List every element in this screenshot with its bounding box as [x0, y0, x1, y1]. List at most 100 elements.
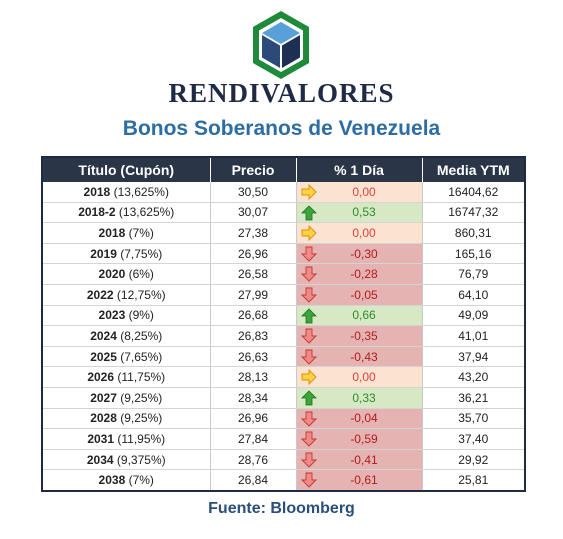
arrow-down-icon — [300, 411, 317, 427]
change-value: -0,43 — [350, 349, 378, 364]
bond-title-cell: 2018 (7%) — [42, 222, 210, 244]
price-cell: 28,76 — [209, 449, 296, 471]
bond-title-cell: 2022 (12,75%) — [42, 284, 210, 306]
page-subtitle: Bonos Soberanos de Venezuela — [122, 117, 441, 140]
change-cell: 0,00 — [295, 366, 422, 388]
bond-title-cell: 2019 (7,75%) — [42, 243, 210, 265]
table-row: 2038 (7%) 26,84 -0,61 25,81 — [42, 469, 525, 492]
bond-coupon: (12,75%) — [116, 287, 166, 302]
change-cell: 0,00 — [295, 182, 422, 203]
bonds-table: Título (Cupón) Precio % 1 Día Media YTM … — [41, 156, 526, 492]
bond-year: 2038 — [98, 473, 126, 488]
column-header-price: Precio — [209, 157, 296, 182]
ytm-cell: 37,94 — [421, 346, 525, 368]
bond-coupon: (6%) — [128, 267, 154, 282]
ytm-cell: 41,01 — [421, 325, 525, 347]
bond-year: 2026 — [87, 370, 115, 385]
bond-title-cell: 2038 (7%) — [42, 469, 210, 492]
ytm-cell: 36,21 — [421, 387, 525, 409]
price-cell: 26,63 — [209, 346, 296, 368]
price-cell: 28,13 — [209, 366, 296, 388]
change-cell: 0,53 — [295, 202, 422, 224]
change-value: -0,04 — [350, 411, 378, 426]
bond-year: 2019 — [90, 246, 117, 261]
bond-coupon: (7%) — [128, 473, 154, 488]
table-row: 2024 (8,25%) 26,83 -0,35 41,01 — [42, 325, 525, 347]
change-cell: -0,61 — [295, 469, 422, 492]
ytm-cell: 43,20 — [421, 366, 525, 388]
bond-coupon: (7%) — [128, 225, 154, 240]
arrow-down-icon — [300, 472, 317, 488]
bond-title-cell: 2026 (11,75%) — [42, 366, 210, 388]
bond-year: 2018-2 — [78, 205, 116, 220]
bond-title-cell: 2018 (13,625%) — [42, 182, 210, 203]
arrow-up-icon — [300, 390, 317, 406]
bond-year: 2024 — [90, 328, 117, 343]
bond-year: 2028 — [90, 411, 117, 426]
column-header-ytm: Media YTM — [421, 157, 525, 182]
change-cell: -0,05 — [295, 284, 422, 306]
bond-coupon: (13,625%) — [113, 184, 169, 199]
ytm-cell: 16747,32 — [421, 202, 525, 224]
price-cell: 27,99 — [209, 284, 296, 306]
change-value: -0,05 — [350, 287, 378, 302]
change-value: 0,00 — [352, 370, 376, 385]
table-row: 2034 (9,375%) 28,76 -0,41 29,92 — [42, 449, 525, 471]
ytm-cell: 860,31 — [421, 222, 525, 244]
arrow-right-icon — [301, 225, 317, 242]
change-cell: -0,43 — [295, 346, 422, 368]
ytm-cell: 25,81 — [421, 469, 525, 492]
bond-title-cell: 2031 (11,95%) — [42, 428, 210, 450]
ytm-cell: 35,70 — [421, 408, 525, 430]
table-row: 2028 (9,25%) 26,96 -0,04 35,70 — [42, 408, 525, 430]
arrow-down-icon — [300, 431, 317, 447]
change-value: 0,00 — [352, 184, 376, 199]
price-cell: 30,50 — [209, 182, 296, 203]
change-value: -0,61 — [350, 473, 378, 488]
table-row: 2020 (6%) 26,58 -0,28 76,79 — [42, 263, 525, 285]
table-row: 2023 (9%) 26,68 0,66 49,09 — [42, 305, 525, 327]
bond-year: 2018 — [83, 184, 111, 199]
arrow-down-icon — [300, 328, 317, 344]
change-value: -0,35 — [350, 328, 378, 343]
price-cell: 26,96 — [209, 408, 296, 430]
bond-year: 2023 — [98, 308, 126, 323]
bond-year: 2022 — [86, 287, 114, 302]
change-cell: -0,35 — [295, 325, 422, 347]
arrow-down-icon — [300, 266, 317, 283]
table-body: 2018 (13,625%) 30,50 0,00 16404,62 2018-… — [42, 182, 525, 492]
ytm-cell: 64,10 — [421, 284, 525, 306]
arrow-down-icon — [300, 452, 317, 468]
bond-year: 2020 — [98, 267, 126, 282]
bond-coupon: (9%) — [128, 308, 154, 323]
table-row: 2018 (7%) 27,38 0,00 860,31 — [42, 222, 525, 244]
ytm-cell: 49,09 — [421, 305, 525, 327]
column-header-title: Título (Cupón) — [42, 157, 210, 182]
bond-coupon: (8,25%) — [120, 328, 163, 343]
change-value: 0,33 — [352, 390, 376, 405]
arrow-right-icon — [301, 369, 317, 386]
change-cell: -0,28 — [295, 263, 422, 285]
bond-title-cell: 2028 (9,25%) — [42, 408, 210, 430]
change-value: -0,59 — [350, 431, 378, 446]
change-value: -0,41 — [350, 452, 378, 467]
source-note: Fuente: Bloomberg — [208, 500, 355, 517]
ytm-cell: 165,16 — [421, 243, 525, 265]
price-cell: 28,34 — [209, 387, 296, 409]
ytm-cell: 29,92 — [421, 449, 525, 471]
change-cell: -0,41 — [295, 449, 422, 471]
table-row: 2025 (7,65%) 26,63 -0,43 37,94 — [42, 346, 525, 368]
price-cell: 26,84 — [209, 469, 296, 492]
change-cell: -0,04 — [295, 408, 422, 430]
bond-coupon: (9,25%) — [120, 390, 163, 405]
brand-name: RENDIVALORES — [168, 78, 395, 108]
price-cell: 26,58 — [209, 263, 296, 285]
bond-coupon: (9,375%) — [116, 452, 166, 467]
change-cell: 0,66 — [295, 305, 422, 327]
price-cell: 26,68 — [209, 305, 296, 327]
arrow-down-icon — [300, 349, 317, 365]
cube-hexagon-logo — [253, 11, 309, 79]
change-cell: 0,00 — [295, 222, 422, 244]
change-cell: -0,59 — [295, 428, 422, 450]
change-value: 0,00 — [352, 225, 376, 240]
